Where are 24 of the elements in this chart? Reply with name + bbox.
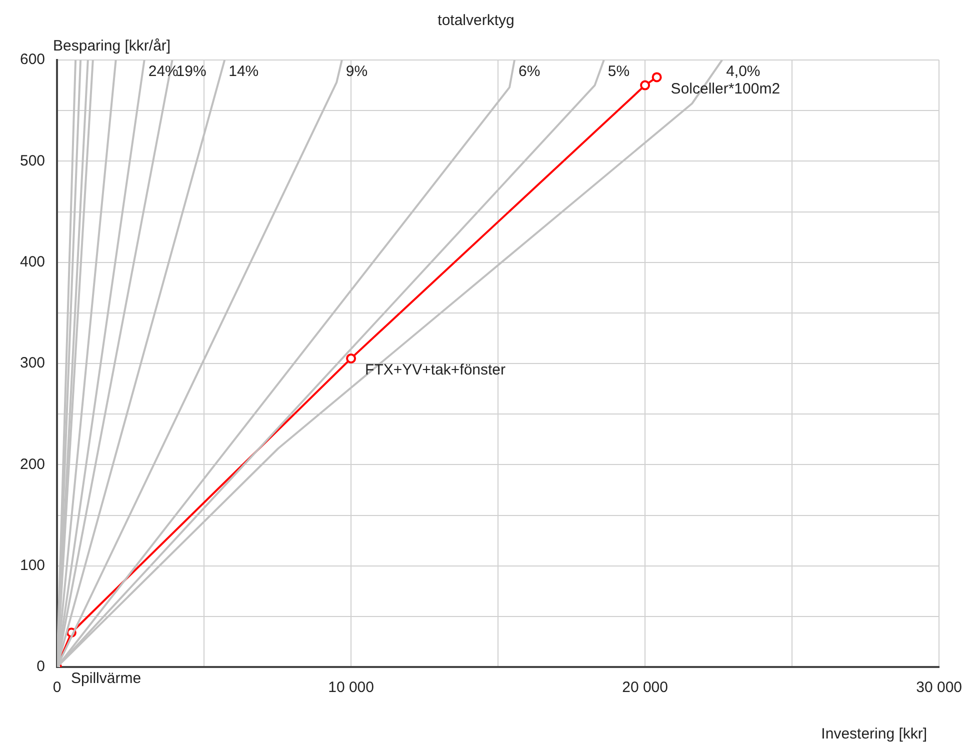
x-axis-title: Investering [kkr]: [821, 726, 928, 743]
series-label: 24%: [148, 63, 178, 80]
x-tick-label: 10 000: [328, 679, 374, 696]
chart-title: totalverktyg: [438, 12, 514, 30]
y-tick-label: 300: [20, 354, 46, 372]
x-tick-label: 0: [52, 679, 62, 696]
series-label: 6%: [518, 63, 540, 80]
annotation: FTX+YV+tak+fönster: [365, 362, 506, 379]
y-tick-label: 400: [20, 253, 46, 270]
y-tick-label: 600: [20, 51, 46, 68]
annotation: Solceller*100m2: [670, 80, 780, 98]
y-tick-label: 100: [20, 556, 46, 574]
annotation: Spillvärme: [71, 670, 142, 688]
y-tick-label: 0: [36, 658, 46, 676]
x-tick-label: 20 000: [622, 679, 668, 696]
series-label: 4,0%: [726, 63, 760, 80]
y-tick-label: 500: [20, 152, 46, 170]
series-label: 5%: [608, 63, 630, 80]
y-tick-label: 200: [20, 456, 46, 473]
series-label: 9%: [346, 63, 368, 80]
series-label: 14%: [228, 63, 259, 80]
x-tick-label: 30 000: [916, 679, 962, 696]
series-label: 19%: [176, 63, 206, 80]
y-axis-title: Besparing [kkr/år]: [53, 38, 171, 55]
